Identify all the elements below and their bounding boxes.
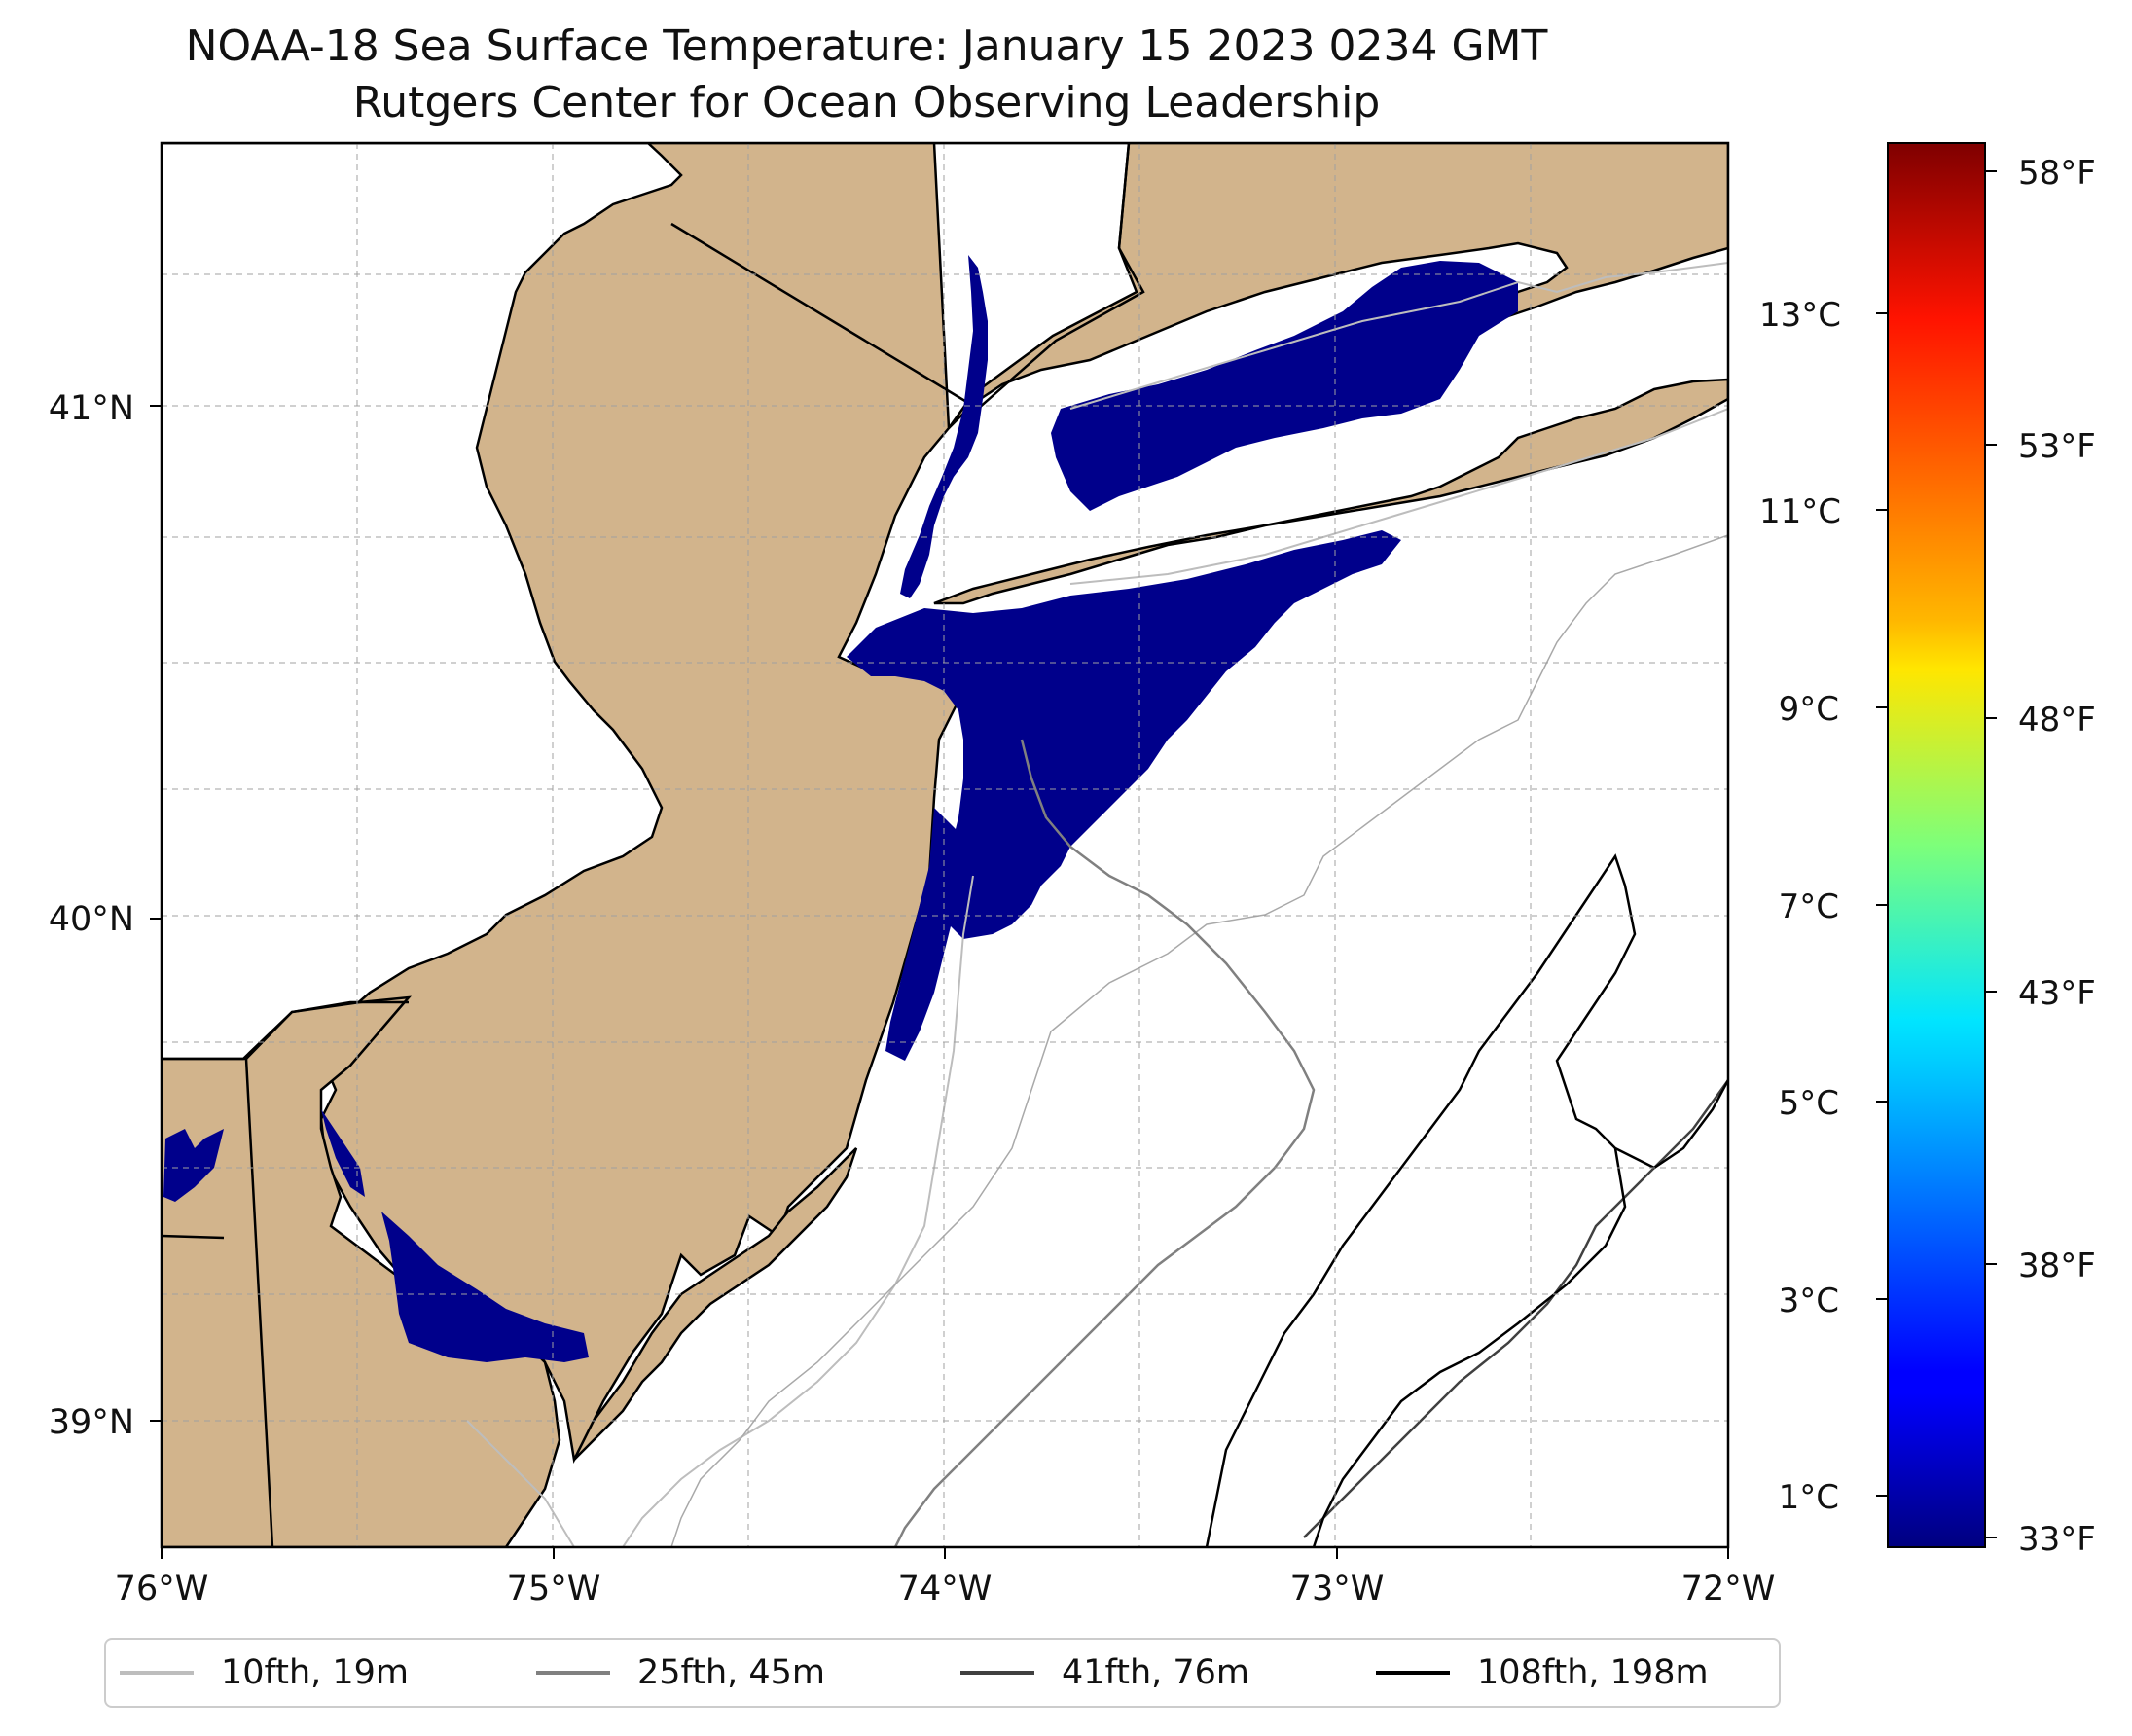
lon-label: 73°W <box>1290 1570 1385 1609</box>
legend-label: 25fth, 45m <box>637 1653 825 1692</box>
lon-label: 76°W <box>115 1570 209 1609</box>
lat-label: 41°N <box>18 389 134 428</box>
colorbar-celsius-label: 1°C <box>1759 1478 1839 1517</box>
lon-label: 72°W <box>1681 1570 1776 1609</box>
lat-label: 40°N <box>18 900 134 939</box>
colorbar-gradient <box>1888 143 1985 1547</box>
colorbar-fahrenheit-label: 33°F <box>2018 1520 2096 1559</box>
legend-item: 108fth, 198m <box>1376 1640 1709 1706</box>
legend-label: 108fth, 198m <box>1477 1653 1709 1692</box>
contour-legend: 10fth, 19m 25fth, 45m 41fth, 76m 108fth,… <box>104 1638 1781 1708</box>
legend-item: 25fth, 45m <box>536 1640 825 1706</box>
legend-label: 41fth, 76m <box>1062 1653 1249 1692</box>
lat-label: 39°N <box>18 1403 134 1442</box>
legend-swatch <box>960 1671 1034 1675</box>
sst-map-figure: NOAA-18 Sea Surface Temperature: January… <box>0 0 2132 1736</box>
legend-item: 41fth, 76m <box>960 1640 1249 1706</box>
colorbar-fahrenheit-label: 43°F <box>2018 974 2096 1013</box>
legend-item: 10fth, 19m <box>120 1640 409 1706</box>
lon-label: 74°W <box>898 1570 993 1609</box>
colorbar-celsius-label: 3°C <box>1759 1282 1839 1320</box>
colorbar-celsius-label: 11°C <box>1759 492 1839 531</box>
legend-label: 10fth, 19m <box>221 1653 409 1692</box>
colorbar-celsius-label: 9°C <box>1759 690 1839 729</box>
colorbar-fahrenheit-label: 53°F <box>2018 427 2096 466</box>
colorbar-fahrenheit-label: 38°F <box>2018 1247 2096 1285</box>
colorbar-celsius-label: 7°C <box>1759 887 1839 926</box>
legend-swatch <box>120 1671 194 1675</box>
map-panel <box>0 0 2132 1736</box>
colorbar-fahrenheit-label: 58°F <box>2018 154 2096 193</box>
legend-swatch <box>1376 1671 1450 1675</box>
legend-swatch <box>536 1671 610 1675</box>
lon-label: 75°W <box>507 1570 601 1609</box>
colorbar-celsius-label: 13°C <box>1759 296 1839 335</box>
colorbar-fahrenheit-label: 48°F <box>2018 701 2096 740</box>
colorbar-celsius-label: 5°C <box>1759 1084 1839 1123</box>
